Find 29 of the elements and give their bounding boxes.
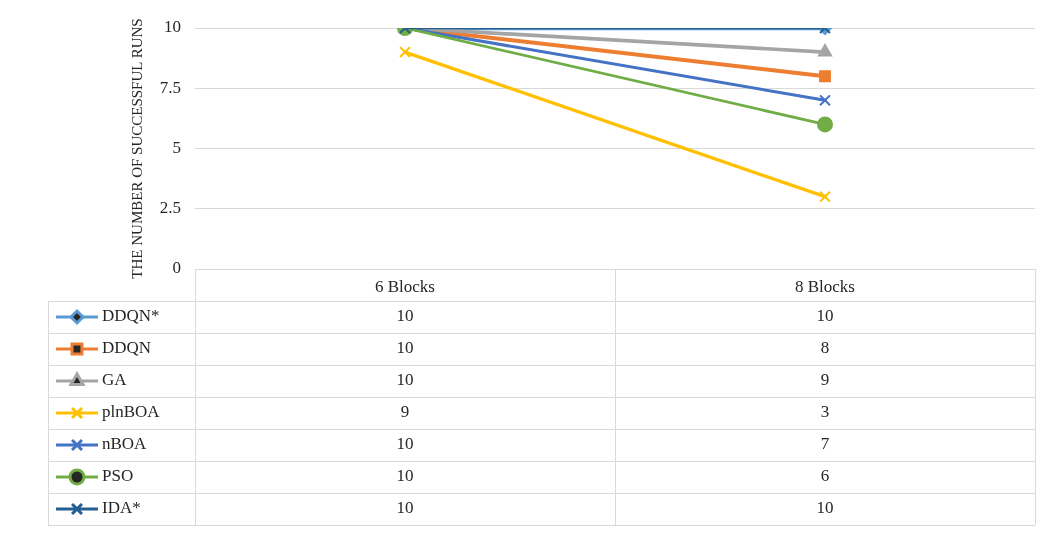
data-label: 6 bbox=[820, 466, 830, 486]
y-tick-label: 0 bbox=[172, 258, 181, 278]
data-label: 7 bbox=[820, 434, 830, 454]
legend-label: IDA* bbox=[102, 498, 141, 518]
y-axis-title: THE NUMBER OF SUCCESSFUL RUNS bbox=[128, 18, 145, 279]
data-label: 10 bbox=[396, 306, 414, 326]
data-label: 3 bbox=[820, 402, 830, 422]
legend-label: PSO bbox=[102, 466, 134, 486]
legend-label: DDQN* bbox=[102, 306, 160, 326]
legend-label: nBOA bbox=[102, 434, 148, 454]
data-label: 10 bbox=[816, 498, 834, 518]
data-label: 9 bbox=[400, 402, 410, 422]
data-label: 10 bbox=[816, 306, 834, 326]
data-label: 9 bbox=[820, 370, 830, 390]
data-label: 10 bbox=[396, 466, 414, 486]
legend-label: plnBOA bbox=[102, 402, 161, 422]
legend-label: DDQN bbox=[102, 338, 152, 358]
data-label: 8 bbox=[820, 338, 830, 358]
x-tick-label: 8 Blocks bbox=[795, 276, 855, 296]
y-tick-label: 2.5 bbox=[159, 198, 181, 218]
data-label: 10 bbox=[396, 434, 414, 454]
data-label: 10 bbox=[396, 370, 414, 390]
data-label: 10 bbox=[396, 338, 414, 358]
y-tick-label: 7.5 bbox=[159, 77, 181, 97]
legend-label: GA bbox=[102, 370, 128, 390]
data-label: 10 bbox=[396, 498, 414, 518]
x-tick-label: 6 Blocks bbox=[375, 276, 435, 296]
y-tick-label: 5 bbox=[172, 137, 181, 157]
y-tick-label: 10 bbox=[164, 17, 181, 37]
